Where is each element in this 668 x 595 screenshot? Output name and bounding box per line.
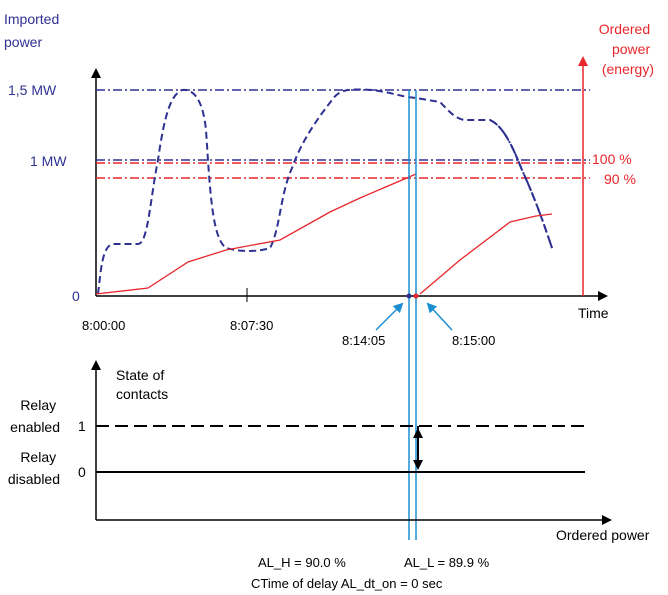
y-tick-1-5mw: 1,5 MW (8, 82, 57, 98)
x-axis-time-label: Time (578, 305, 609, 321)
x-tick-8-00-00: 8:00:00 (82, 318, 125, 333)
level-100pct-label: 100 % (592, 151, 632, 167)
y-tick-0: 0 (72, 288, 80, 304)
state-1-value: 1 (78, 418, 86, 434)
event-point-a (406, 293, 412, 299)
state-of-contacts-label: State of contacts (116, 367, 168, 402)
ordered-power-axis-label: Ordered power (556, 527, 650, 543)
al-l-label: AL_L = 89.9 % (404, 555, 490, 570)
ordered-energy-line-1 (95, 173, 417, 295)
relay-enabled-label: Relay enabled (10, 397, 60, 435)
pointer-arrow-1 (375, 302, 404, 331)
imported-power-tail (489, 119, 553, 249)
event-point-b (413, 293, 419, 299)
y-tick-1mw: 1 MW (30, 153, 67, 169)
imported-power-label: Imported power (4, 11, 63, 50)
pointer-arrow-2 (426, 302, 453, 331)
delay-label: CTime of delay AL_dt_on = 0 sec (251, 576, 443, 591)
ordered-power-label: Ordered power (energy) (599, 21, 654, 77)
event-time-8-15-00: 8:15:00 (452, 333, 495, 348)
level-90pct-label: 90 % (604, 171, 636, 187)
x-tick-8-07-30: 8:07:30 (230, 318, 273, 333)
al-h-label: AL_H = 90.0 % (258, 555, 346, 570)
state-0-value: 0 (78, 464, 86, 480)
ordered-energy-line-2 (419, 213, 553, 295)
event-time-8-14-05: 8:14:05 (342, 333, 385, 348)
imported-power-curve (97, 88, 553, 295)
relay-disabled-label: Relay disabled (8, 449, 60, 487)
